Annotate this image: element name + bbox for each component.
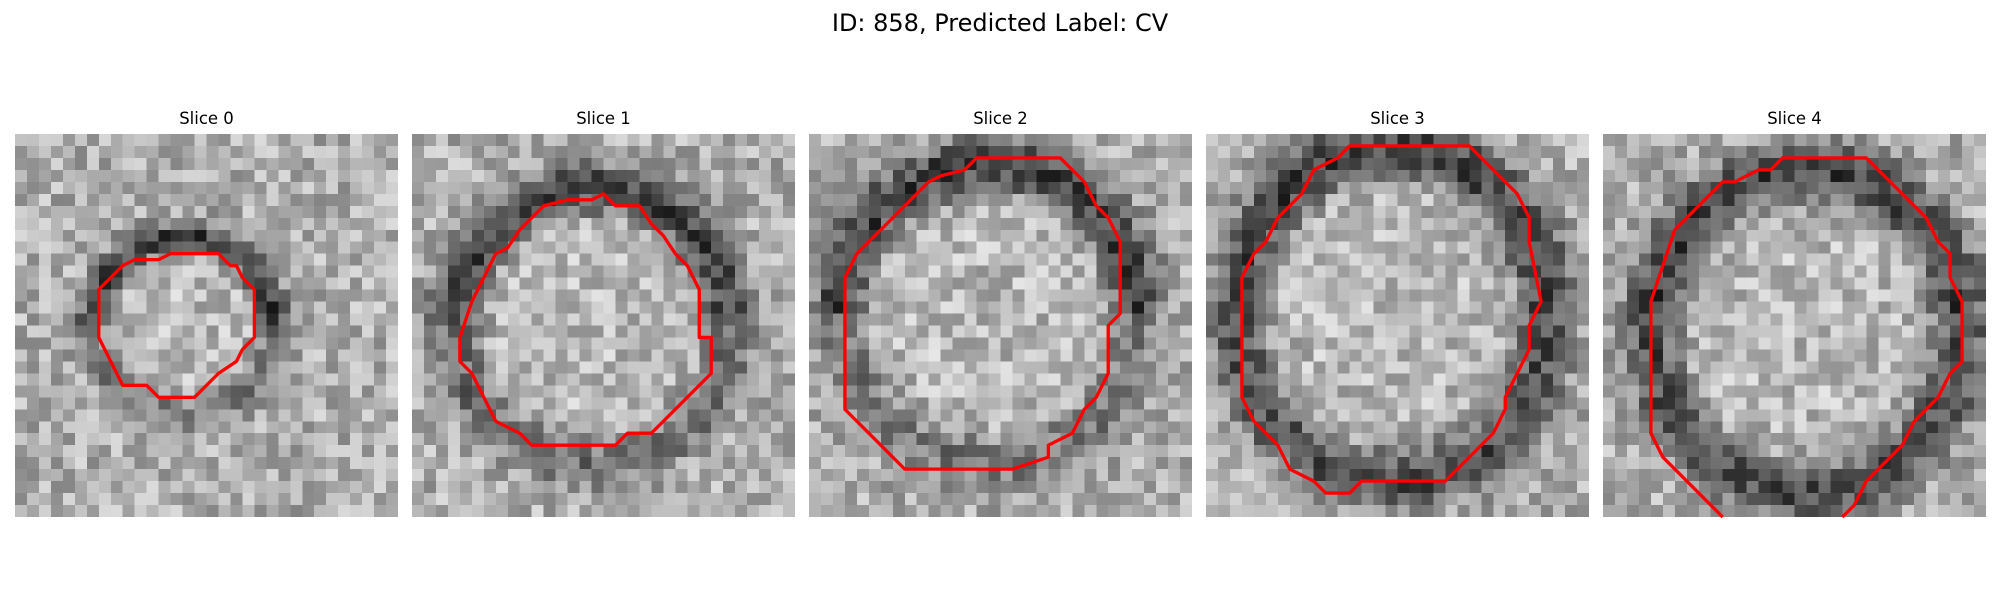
slice-panel-3: Slice 3 [1206,108,1589,517]
slice-title-1: Slice 1 [576,109,631,128]
slice-panel-2: Slice 2 [809,108,1192,517]
slice-panel-1: Slice 1 [412,108,795,517]
contour-outline-0 [97,252,257,399]
figure-title: ID: 858, Predicted Label: CV [831,9,1169,37]
slice-panel-0: Slice 0 [15,108,398,517]
slice-image-3 [1206,134,1589,517]
slice-panel-4: Slice 4 [1603,108,1986,519]
contour-outline-1 [458,192,713,447]
slice-title-4: Slice 4 [1767,109,1822,128]
contour-outline-3 [1240,144,1543,495]
slice-image-4 [1603,134,1986,517]
slice-image-2 [809,134,1192,517]
slice-image-0 [15,134,398,517]
slice-image-1 [412,134,795,517]
slice-title-3: Slice 3 [1370,109,1425,128]
slice-title-2: Slice 2 [973,109,1028,128]
slice-title-0: Slice 0 [179,109,234,128]
contour-outline-2 [843,156,1122,471]
contour-outline-4 [1649,156,1964,519]
